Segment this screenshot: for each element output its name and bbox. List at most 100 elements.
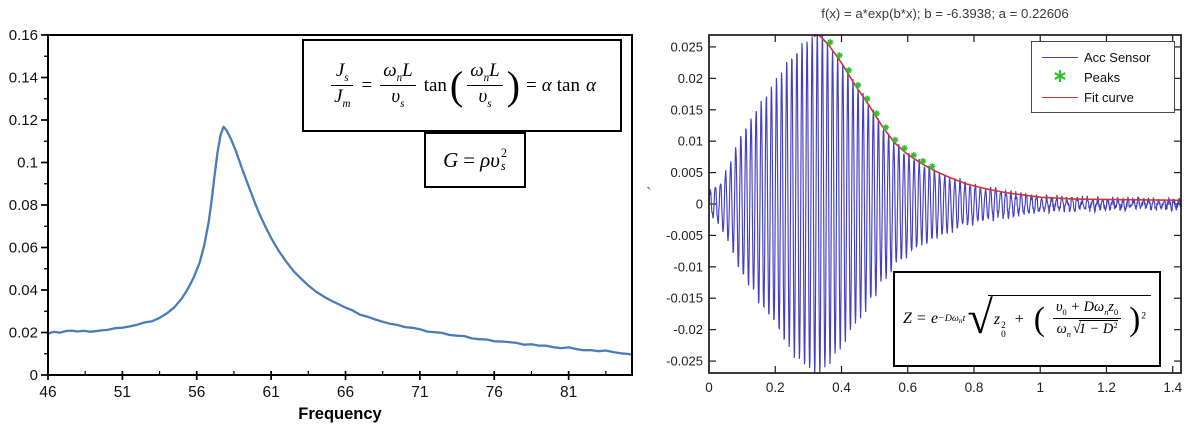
- left-paren: (: [1033, 300, 1045, 338]
- tick-label: 0.02: [9, 325, 38, 342]
- tick-label: 0.12: [9, 112, 38, 129]
- legend-label: Acc Sensor: [1084, 49, 1151, 65]
- sym-z: z: [993, 310, 1001, 328]
- legend-item-acc-sensor: Acc Sensor: [1040, 47, 1168, 67]
- legend-label: Peaks: [1084, 69, 1121, 85]
- sym-alpha: α: [585, 74, 596, 96]
- formula-box-inertia-ratio: Js Jm = ωnL υs tan ( ωnL υs ) = α tan α: [302, 39, 622, 132]
- equals-sign: =: [526, 74, 537, 96]
- tick-label: 0.02: [678, 71, 703, 86]
- sym-alpha: α: [541, 74, 552, 96]
- tick-label: 0.14: [9, 70, 38, 87]
- legend-item-fit-curve: Fit curve: [1040, 87, 1168, 107]
- tick-label: -0.02: [673, 322, 703, 337]
- exponent: −Dωnt: [938, 313, 965, 325]
- right-series: [709, 35, 1181, 373]
- frequency-response-curve: [46, 125, 634, 356]
- sym-Z: Z: [903, 310, 912, 327]
- right-paren: ): [1129, 300, 1141, 338]
- sym-upsilon: υ: [1055, 298, 1063, 315]
- legend: Acc Sensor ∗ Peaks Fit curve: [1031, 41, 1175, 113]
- stray-mark-artifact: `: [646, 184, 652, 203]
- right-plot-box: [708, 34, 1182, 374]
- outer-sup-2: 2: [1141, 311, 1146, 322]
- sym-L: L: [489, 59, 500, 81]
- plus-sign: +: [1014, 310, 1024, 328]
- sub-n: n: [396, 71, 403, 84]
- sym-t: t: [962, 312, 966, 324]
- tick-label: 0: [30, 367, 38, 384]
- tan-function: tan: [556, 74, 580, 96]
- tick-label: 71: [411, 384, 428, 401]
- tick-label: 0.8: [965, 380, 984, 395]
- sub-n: n: [1066, 330, 1071, 340]
- tick-label: -0.015: [666, 291, 703, 306]
- tick-label: 0.16: [9, 27, 38, 44]
- sub-s: s: [344, 71, 349, 84]
- tick-label: 0.6: [898, 380, 917, 395]
- sup-sub-stack: 2 s: [501, 147, 507, 173]
- sub-n: n: [1104, 307, 1109, 317]
- tick-label: 61: [263, 384, 280, 401]
- sub-n: n: [958, 316, 963, 326]
- tick-label: f(x) = a*exp(b*x); b = -6.3938; a = 0.22…: [821, 6, 1068, 21]
- legend-line-sample-red: [1040, 96, 1080, 98]
- sub-m: m: [342, 97, 351, 110]
- term-Domega: + Dω: [1070, 298, 1105, 315]
- legend-line-sample-blue: [1040, 56, 1080, 58]
- tick-label: 66: [337, 384, 354, 401]
- sub-s: s: [487, 97, 492, 110]
- tick-label: 0.04: [9, 282, 38, 299]
- legend-label: Fit curve: [1084, 89, 1134, 105]
- radical-sign-small: √: [1072, 321, 1081, 338]
- tick-label: 0.01: [678, 134, 703, 149]
- right-axes: f(x) = a*exp(b*x); b = -6.3938; a = 0.22…: [666, 6, 1182, 395]
- tick-label: 0.06: [9, 240, 38, 257]
- sym-upsilon: υ: [391, 86, 401, 107]
- fraction-wnl-vs: ωnL υs: [467, 59, 503, 111]
- tick-label: Frequency: [298, 405, 382, 423]
- tick-label: 0.1: [17, 155, 38, 172]
- frequency-response-chart: 0 0.02 0.04 0.06 0.08 0.1 0.12 0.14 0.16 46 51 56 61…: [9, 27, 634, 423]
- tick-label: 0.2: [766, 380, 785, 395]
- sym-omega: ω: [383, 59, 397, 81]
- tick-label: 56: [188, 384, 205, 401]
- tick-label: -0.01: [673, 259, 703, 274]
- legend-star-marker: ∗: [1052, 66, 1068, 87]
- tick-label: 0.4: [832, 380, 851, 395]
- tick-label: 0.015: [670, 102, 703, 117]
- sym-z: z: [1108, 298, 1114, 315]
- tick-label: 0.025: [670, 39, 703, 54]
- formula-box-shear-modulus: G = ρ υ 2 s: [424, 132, 526, 188]
- sym-J: J: [334, 86, 343, 107]
- sym-upsilon: υ: [490, 147, 500, 172]
- sym-upsilon: υ: [478, 86, 488, 107]
- sub-s: s: [500, 159, 506, 173]
- fraction-wnl-vs: ωnL υs: [380, 59, 416, 111]
- radical-body-small: 1 − D2: [1078, 320, 1118, 338]
- tick-label: 81: [560, 384, 577, 401]
- sub-0: 0: [1113, 307, 1119, 317]
- peak-markers: [820, 35, 936, 170]
- equals-sign: =: [463, 147, 476, 172]
- left-axes: 0 0.02 0.04 0.06 0.08 0.1 0.12 0.14 0.16 46 51 56 61…: [9, 27, 607, 423]
- sym-G: G: [443, 147, 459, 172]
- tick-label: 1.2: [1097, 380, 1116, 395]
- equals-sign: =: [916, 310, 926, 327]
- legend-item-peaks: ∗ Peaks: [1040, 67, 1168, 87]
- sup-2: 2: [1001, 320, 1006, 331]
- term-1-minus-D: 1 − D: [1078, 321, 1114, 338]
- sup-2: 2: [500, 146, 507, 161]
- tick-label: 0: [696, 197, 703, 212]
- tick-label: 0.08: [9, 197, 38, 214]
- equals-sign: =: [361, 74, 373, 96]
- tick-label: 1.4: [1163, 380, 1182, 395]
- tan-function: tan: [423, 74, 447, 96]
- sym-e: e: [930, 310, 939, 327]
- sup-2: 2: [1113, 321, 1118, 331]
- sub-0: 0: [1001, 330, 1006, 341]
